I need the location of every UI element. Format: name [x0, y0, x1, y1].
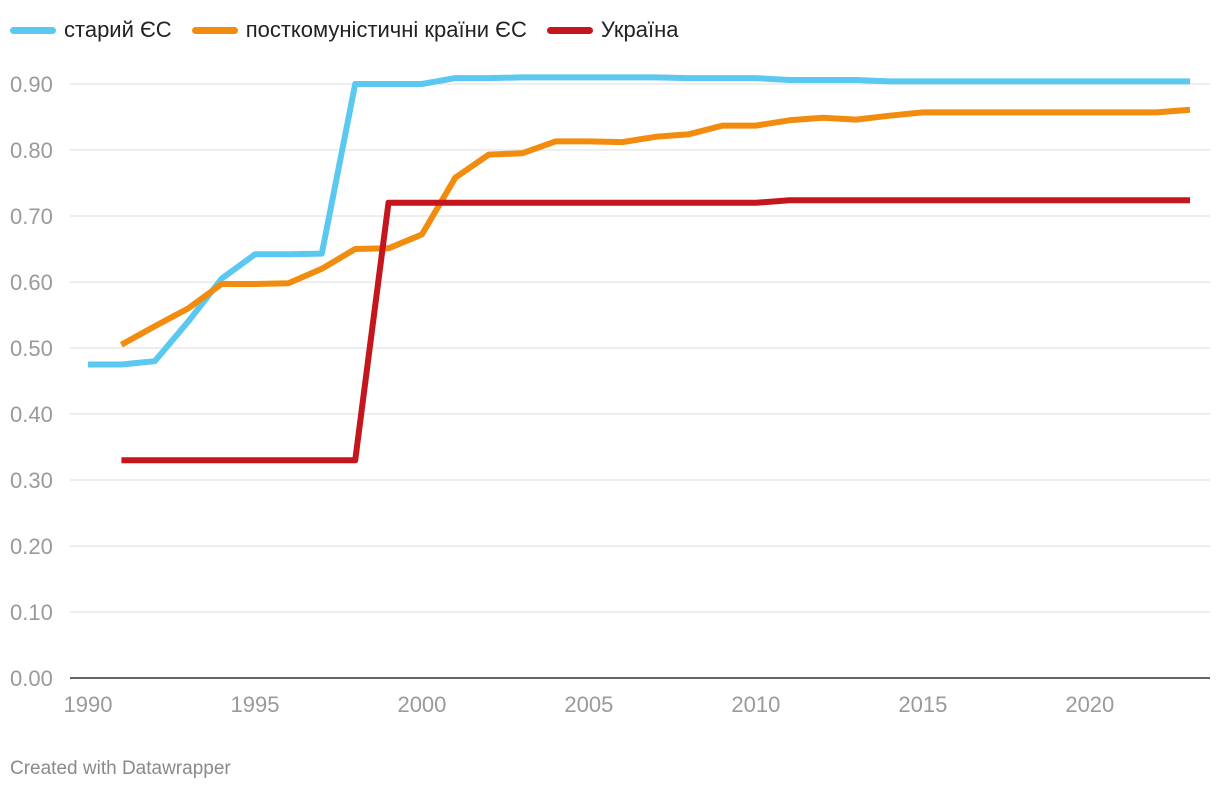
legend-label: посткомуністичні країни ЄС: [245, 17, 527, 42]
y-tick-label: 0.10: [10, 600, 53, 625]
series-line-0: [88, 74, 1190, 368]
y-tick-label: 0.50: [10, 336, 53, 361]
y-tick-label: 0.90: [10, 72, 53, 97]
x-tick-label: 2020: [1065, 692, 1114, 717]
y-tick-label: 0.00: [10, 666, 53, 691]
line-chart: 0.00 0.10 0.20 0.30 0.40 0.50 0.60 0.70 0.80 0.90…: [10, 72, 1210, 717]
legend-item-2: Україна: [546, 17, 679, 43]
legend-item-0: старий ЄС: [10, 17, 172, 43]
legend-label: старий ЄС: [64, 17, 172, 42]
y-tick-label: 0.40: [10, 402, 53, 427]
y-tick-label: 0.30: [10, 468, 53, 493]
credit-text: Created with Datawrapper: [10, 758, 231, 779]
legend-swatch: [10, 26, 56, 34]
legend-item-1: посткомуністичні країни ЄС: [191, 17, 527, 43]
legend-swatch: [191, 26, 238, 34]
chart-legend: старий ЄС посткомуністичні країни ЄС Украї…: [10, 14, 678, 46]
x-tick-label: 2010: [731, 692, 780, 717]
legend-swatch: [546, 26, 593, 34]
series-lines: [88, 74, 1191, 464]
y-tick-label: 0.80: [10, 138, 53, 163]
x-tick-label: 1995: [230, 692, 279, 717]
x-tick-label: 1990: [64, 692, 113, 717]
y-tick-label: 0.20: [10, 534, 53, 559]
x-tick-label: 2015: [898, 692, 947, 717]
x-tick-label: 2005: [564, 692, 613, 717]
series-line-2: [121, 197, 1190, 464]
series-line-1: [119, 106, 1191, 348]
y-tick-label: 0.70: [10, 204, 53, 229]
x-tick-label: 2000: [397, 692, 446, 717]
legend-label: Україна: [600, 17, 679, 42]
y-tick-label: 0.60: [10, 270, 53, 295]
axis-labels: 0.00 0.10 0.20 0.30 0.40 0.50 0.60 0.70 0.80 0.90…: [10, 72, 1114, 717]
grid-lines: [70, 83, 1210, 679]
